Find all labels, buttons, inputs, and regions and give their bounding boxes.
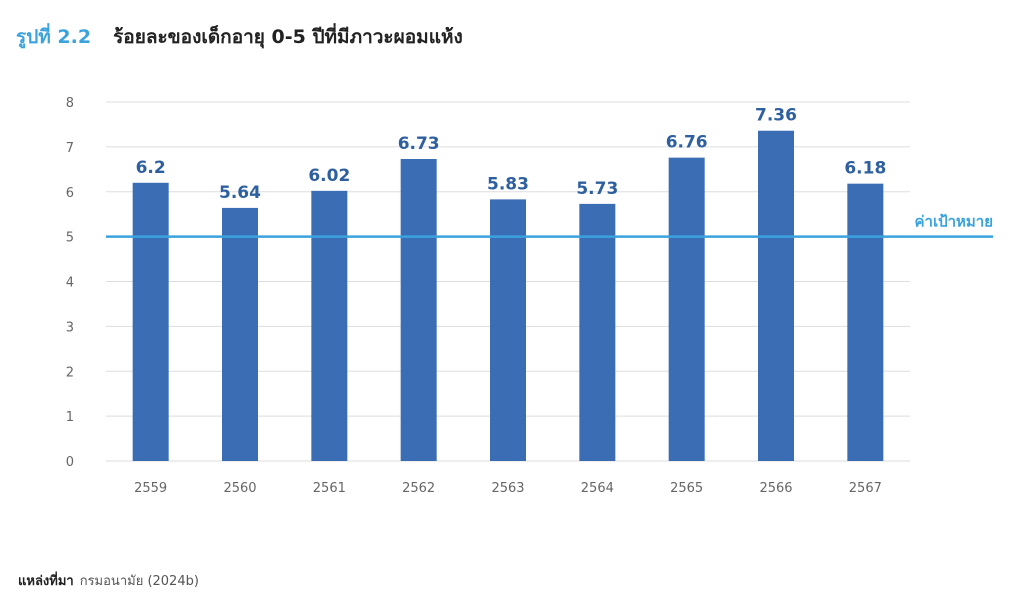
x-tick-label: 2567 [849, 481, 882, 496]
data-label: 7.36 [755, 106, 797, 126]
y-tick-label: 4 [66, 276, 74, 291]
x-tick-label: 2559 [134, 481, 167, 496]
y-tick-label: 3 [66, 320, 74, 335]
x-tick-label: 2565 [670, 481, 703, 496]
y-tick-label: 6 [66, 186, 74, 201]
figure-header: รูปที่ 2.2 ร้อยละของเด็กอายุ 0-5 ปีที่มี… [16, 22, 463, 52]
figure-title: ร้อยละของเด็กอายุ 0-5 ปีที่มีภาวะผอมแห้ง [113, 26, 463, 48]
bar [758, 130, 794, 461]
bar [579, 203, 616, 461]
target-label: ค่าเป้าหมาย [914, 213, 993, 231]
data-label: 6.76 [666, 133, 708, 153]
x-tick-label: 2560 [223, 481, 256, 496]
y-tick-label: 0 [66, 455, 74, 470]
x-tick-label: 2562 [402, 481, 435, 496]
data-label: 6.73 [398, 134, 440, 154]
source-note: แหล่งที่มา กรมอนามัย (2024b) [18, 570, 199, 591]
y-tick-label: 1 [66, 410, 74, 425]
figure-number: รูปที่ 2.2 [16, 26, 92, 48]
data-label: 6.18 [844, 159, 886, 179]
y-tick-label: 8 [66, 96, 74, 111]
y-tick-label: 2 [66, 365, 74, 380]
bar [490, 199, 526, 461]
bar [222, 207, 258, 461]
x-tick-label: 2563 [491, 481, 524, 496]
data-label: 5.83 [487, 174, 529, 194]
y-tick-label: 5 [66, 231, 74, 246]
bar [400, 158, 437, 461]
bar [847, 183, 884, 462]
y-tick-label: 7 [66, 141, 74, 156]
x-tick-label: 2561 [313, 481, 346, 496]
bar [132, 182, 169, 461]
x-tick-label: 2564 [581, 481, 614, 496]
data-label: 6.02 [308, 166, 350, 186]
data-label: 5.64 [219, 183, 261, 203]
data-label: 6.2 [136, 158, 166, 178]
x-tick-label: 2566 [759, 481, 792, 496]
bar [668, 157, 705, 461]
bar [311, 190, 348, 462]
data-label: 5.73 [576, 179, 618, 199]
source-text: กรมอนามัย (2024b) [79, 574, 199, 589]
source-label: แหล่งที่มา [18, 574, 74, 589]
